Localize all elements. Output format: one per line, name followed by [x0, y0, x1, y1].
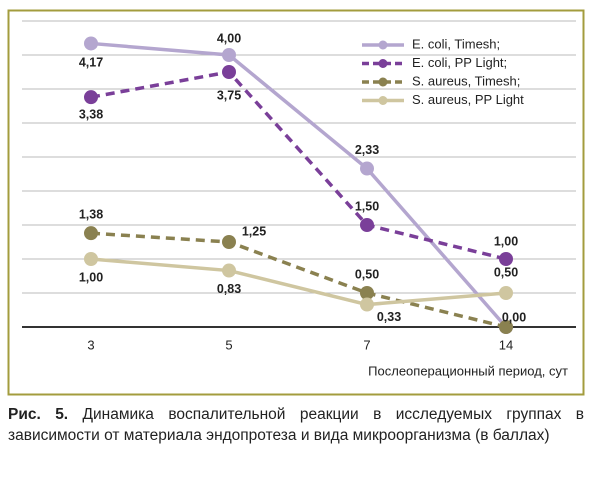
- point: [499, 320, 513, 334]
- value-label: 1,25: [242, 224, 266, 238]
- value-label: 1,00: [79, 270, 103, 284]
- point: [499, 252, 513, 266]
- point: [360, 286, 374, 300]
- x-axis-label: Послеоперационный период, сут: [368, 363, 568, 378]
- chart: Послеоперационный период, сут 3 5 7 14 4,17 4…: [7, 9, 585, 396]
- legend-marker: [378, 59, 388, 68]
- point: [84, 36, 98, 51]
- value-label: 4,00: [217, 31, 241, 45]
- value-label: 4,17: [79, 56, 103, 70]
- value-label: 1,38: [79, 207, 103, 221]
- value-label: 0,50: [494, 265, 518, 279]
- value-label: 3,75: [217, 88, 241, 102]
- point: [84, 252, 98, 266]
- series-line: [90, 231, 507, 329]
- point: [84, 90, 98, 105]
- legend-label: S. aureus, Timesh;: [412, 73, 520, 88]
- x-tick-label: 5: [225, 337, 232, 352]
- value-label: 1,50: [355, 199, 379, 213]
- value-label: 2,33: [355, 143, 379, 157]
- point: [222, 48, 236, 62]
- point: [360, 297, 374, 312]
- series-line: [90, 70, 507, 261]
- legend-label: E. coli, Timesh;: [412, 36, 500, 51]
- caption-label: Рис. 5.: [8, 406, 69, 423]
- value-label: 1,00: [494, 234, 518, 248]
- caption-text: Динамика воспалительной реакции в исслед…: [8, 406, 585, 444]
- value-label: 0,83: [217, 282, 241, 296]
- point: [360, 161, 374, 176]
- point: [360, 218, 374, 232]
- legend-label: E. coli, PP Light;: [412, 55, 507, 70]
- x-tick-label: 14: [499, 337, 513, 352]
- series-line: [90, 257, 507, 307]
- point: [222, 235, 236, 249]
- value-label: 0,33: [377, 310, 401, 324]
- value-label: 0,00: [502, 310, 526, 324]
- legend-marker: [378, 96, 388, 105]
- point: [222, 65, 236, 79]
- x-tick-label: 3: [87, 337, 94, 352]
- caption: Рис. 5. Динамика воспалительной реакции …: [8, 404, 584, 446]
- point: [499, 286, 513, 300]
- frame: [7, 9, 585, 396]
- legend-label: S. aureus, PP Light: [412, 92, 524, 107]
- x-tick-label: 7: [363, 337, 370, 352]
- value-label: 3,38: [79, 107, 103, 121]
- point: [84, 226, 98, 241]
- legend-marker: [378, 40, 388, 50]
- legend-marker: [378, 77, 388, 87]
- value-label: 0,50: [355, 267, 379, 281]
- point: [222, 263, 236, 278]
- series-line: [90, 41, 508, 329]
